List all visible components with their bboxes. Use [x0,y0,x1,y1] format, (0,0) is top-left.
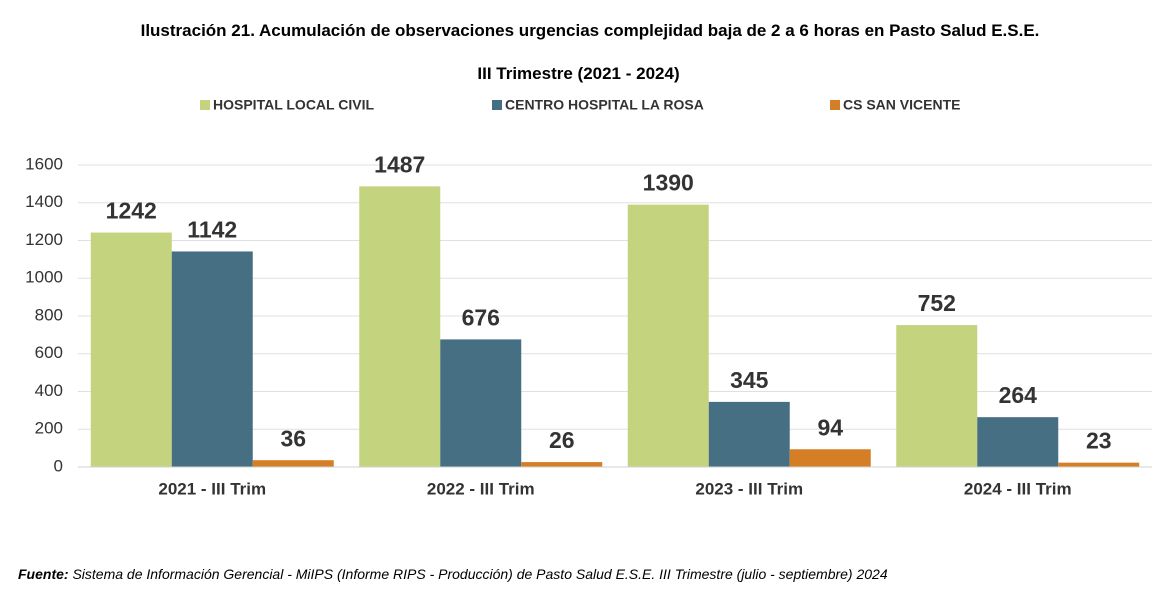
bar [521,462,603,467]
bar [252,460,334,467]
x-tick-label: 2023 - III Trim [695,479,803,498]
bar [1058,462,1140,467]
data-label: 1390 [643,170,694,196]
y-tick-label: 400 [35,381,63,400]
data-label: 26 [549,427,575,453]
bar [627,204,709,467]
legend-swatch [830,100,840,110]
bar [789,449,871,467]
data-label: 752 [918,290,956,316]
chart-title: Ilustración 21. Acumulación de observaci… [140,21,1040,40]
bar [708,401,790,467]
bar [896,325,978,467]
bar [90,232,172,467]
data-label: 345 [730,367,769,393]
data-label: 94 [817,414,843,440]
source-text: Sistema de Información Gerencial - MiIPS… [72,566,888,582]
data-label: 36 [280,425,306,451]
y-tick-label: 0 [54,456,63,475]
legend-label: HOSPITAL LOCAL CIVIL [213,97,374,113]
x-tick-label: 2022 - III Trim [427,479,535,498]
legend-swatch [200,100,210,110]
y-tick-label: 600 [35,343,63,362]
bar [977,417,1059,467]
bar [171,251,253,467]
data-label: 1242 [106,198,157,224]
legend-label: CENTRO HOSPITAL LA ROSA [505,97,704,113]
data-label: 1487 [374,151,425,177]
bar [359,186,441,468]
source-label: Fuente: [18,566,69,582]
source: Fuente: Sistema de Información Gerencial… [18,566,888,582]
data-label: 23 [1086,428,1112,454]
y-tick-label: 1200 [25,230,63,249]
y-tick-label: 200 [35,419,63,438]
y-tick-label: 1400 [25,192,63,211]
x-tick-label: 2021 - III Trim [158,479,266,498]
y-tick-label: 1000 [25,268,63,287]
legend-label: CS SAN VICENTE [843,97,960,113]
bar [440,339,522,467]
data-label: 264 [999,382,1038,408]
y-tick-label: 800 [35,305,63,324]
legend-swatch [492,100,502,110]
data-label: 676 [462,304,500,330]
x-tick-label: 2024 - III Trim [964,479,1072,498]
chart-subtitle: III Trimestre (2021 - 2024) [477,64,680,83]
y-tick-label: 1600 [25,154,63,173]
data-label: 1142 [187,217,237,243]
